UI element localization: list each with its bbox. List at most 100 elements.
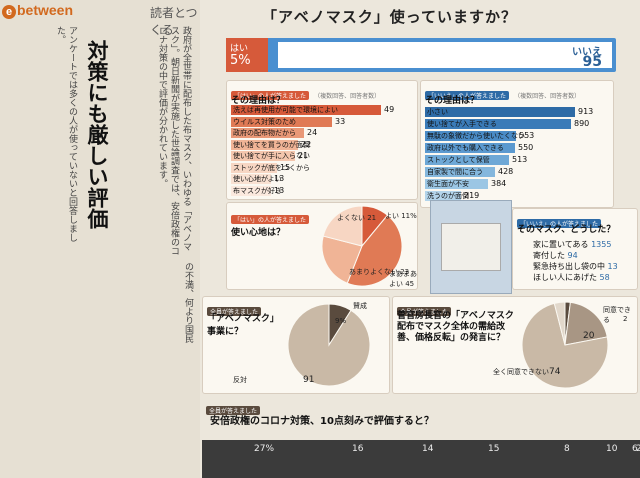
reason-row: 自家製で間に合う 428 [425,167,513,177]
reason-value: 890 [574,119,590,128]
reason-label: 使い捨てが入手できる [427,120,497,128]
reason-value: 384 [491,179,507,188]
reason-value: 33 [335,116,346,126]
article-body-2: アンケートでは多くの人が使っていないと回答しました。 [55,26,77,242]
reason-bar [425,107,575,117]
reason-value: 22 [301,139,312,149]
yes-label: はい [230,44,249,54]
comfort-question: 使い心地は？ [231,228,286,238]
reason-bar [231,151,295,161]
what-done-value: 13 [605,262,618,271]
reason-label: ウイルス対策のため [233,117,296,126]
reason-bar [231,139,298,150]
reason-row: ウイルス対策のため 33 [231,116,345,127]
project-panel: 全員が答えました 「アベノマスク」事業に？ 賛成 9% 反対 91 [202,296,390,394]
article-column: e between 読者とつくる 対策にも厳しい評価 政府が全世帯に配布した布マス… [0,0,200,478]
reason-bar [231,128,304,138]
reason-label: 洗えば再使用が可能で環境によい [233,106,338,114]
score-cell-value: 15 [488,444,500,454]
what-done-label: 家に置いてある [533,240,589,249]
what-done-value: 58 [597,273,610,282]
reason-label: 使い心地がよい [233,175,282,183]
reason-value: 553 [519,131,535,140]
article-body-1: 政府が全世帯に配布した布マスク、いわゆる「アベノマスク」。朝日新聞が実施した世論… [157,26,191,256]
reason-bar [231,105,381,115]
reason-bar [425,119,571,129]
remark-disagree-label: 全く同意できない [493,368,549,376]
project-agree-value: 9% [335,317,347,325]
pie-slice [322,205,363,247]
project-question: 「アベノマスク」事業に？ [207,314,275,337]
reason-bar [425,179,488,189]
reason-bar [231,185,271,196]
what-done-badge: 「いいえ」の人が答えました [517,219,602,228]
reason-bar [425,143,515,153]
reason-row: ストックが底をつくから 15 [231,162,310,173]
reason-row: 使い心地がよい 13 [231,174,285,184]
what-done-label: ほしい人にあげた [533,273,597,282]
reason-value: 219 [464,191,480,200]
comfort-pie [321,205,403,287]
yes-reasons-panel: 「はい」の人が答えました （複数回答、回答者数） その理由は？ 洗えば再使用が可… [226,80,418,200]
remark-agree-label: 同意できる [603,306,631,324]
reason-row: 布マスクが好き 13 [231,185,284,196]
reason-value: 24 [307,128,318,137]
reason-row: 使い捨てが入手できる 890 [425,119,589,129]
page-title: 「アベノマスク」使っていますか？ [262,8,517,26]
reason-bar [231,174,271,184]
comfort-slice-label: よい 11% [385,212,417,220]
what-done-value: 1355 [588,240,612,249]
reason-label: 自家製で間に合う [427,168,483,176]
reason-row: 無駄の象徴だから使いたくない 553 [425,131,534,141]
no-segment: いいえ 95 [278,42,612,70]
reason-label: 使い捨てが手に入らない [233,152,310,160]
yes-value: 5% [230,53,251,68]
reason-label: 小さい [427,108,448,116]
section-label: 読者とつくる [150,6,198,37]
reason-row: 政府の配布物だから 24 [231,128,317,138]
reason-value: 49 [384,105,395,114]
no-question: その理由は？ [425,96,480,106]
score-cell-value: 16 [352,444,364,454]
reason-value: 15 [280,162,291,172]
reason-value: 13 [274,174,285,183]
pie-slice [346,214,403,287]
mask-photo [430,200,512,294]
article-body-3: の不満、何より国民 [183,262,193,343]
comfort-slice-label: あまりよくない 23 [349,268,410,276]
project-pie [287,303,371,387]
score-cell-value: 27% [254,444,275,454]
what-done-item: 家に置いてある 1355 [533,239,633,250]
score-cell-value: 8 [564,444,570,454]
score-cell-value: 6 [632,444,638,454]
score-bar: 27% 16 14 15 8 10 6 2 [202,440,640,478]
reason-row: 使い捨てが手に入らない 21 [231,151,310,161]
reason-label: ストックが底をつくから [233,163,310,172]
pie-slice [287,303,371,387]
what-done-item: 寄付した 94 [533,250,633,261]
usage-bar: はい 5% いいえ 95 [226,38,616,72]
score-header: 全員が答えました [206,398,261,417]
yes-segment: はい 5% [226,38,268,72]
reason-row: 使い捨てを買うのが面倒 22 [231,139,312,150]
logo: e between [2,2,73,19]
reason-value: 513 [512,155,528,164]
reason-row: 衛生面が不安 384 [425,179,506,189]
pie-slice [521,302,609,389]
comfort-slice-label: まあまあよい 45 [389,270,417,288]
what-done-label: 緊急持ち出し袋の中 [533,262,605,271]
reason-row: 洗うのが面倒 219 [425,191,479,201]
reason-label: ストックとして保管 [427,156,490,164]
no-badge: 「いいえ」の人が答えました [425,91,510,100]
reason-bar [425,131,516,141]
pie-slice [553,301,566,346]
reason-value: 913 [578,107,594,116]
yes-question: その理由は？ [231,96,286,106]
remark-question: 菅官房長官の「アベノマスク配布でマスク全体の需給改善、価格反転」の発言に？ [397,311,514,343]
headline: 対策にも厳しい評価 [85,40,110,229]
no-note: （複数回答、回答者数） [514,93,581,100]
remark-other-value: 20 [583,331,595,341]
remark-panel: 全員が答えました 菅官房長官の「アベノマスク配布でマスク全体の需給改善、価格反転… [392,296,638,394]
project-badge: 全員が答えました [207,307,262,316]
